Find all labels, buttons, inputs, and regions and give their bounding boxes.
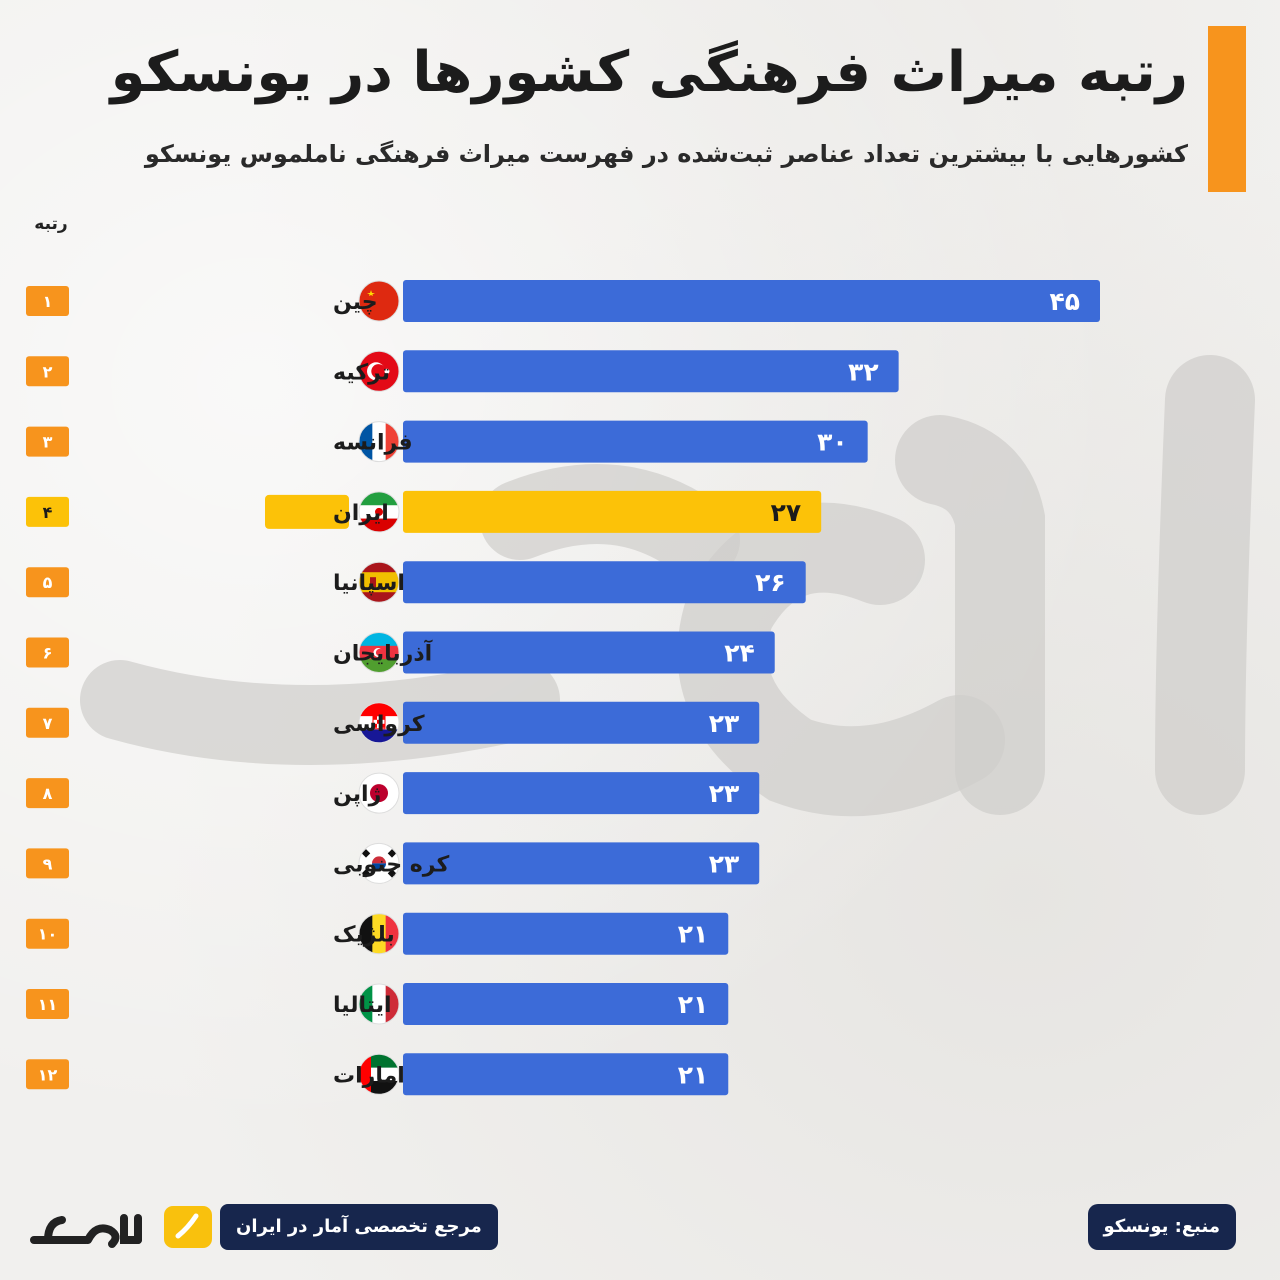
azerbaijan-flag-icon (358, 632, 400, 673)
chart-row: ۲۴ آذربایجان ۶ (26, 631, 775, 674)
bar-value-label: ۳۰ (817, 428, 848, 457)
brand-logo (30, 1214, 142, 1248)
chart-row: ۲۱ ایتالیا ۱۱ (26, 983, 729, 1025)
rank-badge (26, 918, 69, 949)
bar-value-label: ۴۵ (1049, 287, 1080, 316)
rank-badge (26, 707, 69, 738)
chart-row: ۴۵ چین ۱ (26, 280, 1100, 322)
rank-number: ۵ (43, 573, 53, 592)
rank-badge (26, 1059, 69, 1090)
rank-badge (26, 989, 69, 1019)
rank-column-header: رتبه (34, 214, 68, 234)
japan-flag-icon (358, 772, 400, 814)
bar-value-label: ۲۳ (709, 709, 740, 738)
bar-6 (403, 631, 775, 674)
country-label: آذربایجان (333, 639, 433, 667)
country-label: چین (333, 290, 378, 315)
source-label: منبع: یونسکو (1087, 1204, 1236, 1250)
country-label: ترکیه (333, 360, 390, 385)
uae-flag-icon (358, 1053, 400, 1095)
france-flag-icon (358, 421, 400, 463)
country-label: ایران (333, 501, 389, 526)
bar-11 (403, 983, 729, 1025)
rank-number: ۲ (43, 362, 53, 381)
bar-4 (403, 490, 822, 533)
chart-row: ۲۳ کره جنوبی ۹ (26, 842, 760, 885)
bar-value-label: ۲۳ (709, 779, 740, 808)
rank-badge (26, 848, 69, 879)
rank-number: ۴ (43, 503, 53, 522)
rank-badge (26, 286, 69, 316)
rank-number: ۹ (43, 854, 53, 873)
south-korea-flag-icon (358, 842, 400, 884)
highlight-label-bg (265, 494, 349, 529)
rank-badge (26, 356, 69, 387)
bar-1 (403, 280, 1100, 322)
iran-flag-icon (358, 491, 400, 533)
rank-number: ۱۲ (38, 1065, 58, 1084)
country-label: کرواسی (333, 712, 425, 737)
brand-tagline: مرجع تخصصی آمار در ایران (220, 1204, 498, 1250)
rank-number: ۶ (43, 644, 53, 663)
rank-number: ۸ (43, 784, 53, 803)
country-label: اسپانیا (333, 571, 405, 596)
chart-row: ۲۳ کرواسی ۷ (26, 701, 760, 744)
china-flag-icon (358, 280, 400, 322)
bar-9 (403, 842, 760, 885)
bar-value-label: ۳۲ (848, 357, 879, 386)
country-label: فرانسه (333, 431, 413, 456)
country-label: ایتالیا (333, 993, 392, 1018)
rank-number: ۱۰ (38, 925, 58, 944)
rank-number: ۱۱ (38, 995, 58, 1014)
rank-badge (26, 426, 69, 457)
croatia-flag-icon (358, 702, 400, 744)
chart-row: ۳۲ ترکیه ۲ (26, 350, 899, 393)
bar-value-label: ۲۱ (678, 920, 709, 949)
chart-row: ۲۳ ژاپن ۸ (26, 772, 760, 815)
country-label: ژاپن (333, 782, 381, 807)
chart-row: ۲۱ امارات ۱۲ (26, 1053, 729, 1096)
country-label: کره جنوبی (333, 852, 449, 877)
page-subtitle: کشورهایی با بیشترین تعداد عناصر ثبت‌شده … (144, 140, 1188, 168)
country-label: بلژیک (333, 923, 395, 948)
bar-12 (403, 1053, 729, 1096)
bar-value-label: ۲۶ (755, 568, 786, 597)
rank-number: ۱ (43, 292, 53, 311)
bar-5 (403, 561, 806, 604)
brand-mark-icon (164, 1206, 212, 1248)
bar-value-label: ۲۱ (678, 990, 709, 1019)
rank-badge (26, 778, 69, 809)
italy-flag-icon (358, 983, 400, 1025)
rank-badge (26, 637, 69, 668)
chart-row: ۲۷ ایران ۴ (26, 490, 822, 533)
bar-value-label: ۲۱ (678, 1060, 709, 1089)
bar-10 (403, 912, 729, 955)
bar-2 (403, 350, 899, 393)
bar-value-label: ۲۴ (724, 639, 755, 668)
rank-badge (26, 496, 69, 527)
rank-number: ۷ (43, 714, 53, 733)
accent-bar (1208, 26, 1246, 192)
chart-row: ۲۶ اسپانیا ۵ (26, 561, 806, 604)
bar-value-label: ۲۷ (771, 498, 802, 527)
turkey-flag-icon (358, 350, 400, 392)
bar-3 (403, 420, 868, 463)
rank-number: ۳ (43, 433, 53, 452)
rank-badge (26, 567, 69, 598)
chart-row: ۲۱ بلژیک ۱۰ (26, 912, 729, 955)
bar-8 (403, 772, 760, 815)
spain-flag-icon (358, 561, 400, 603)
bar-7 (403, 701, 760, 744)
country-label: امارات (333, 1063, 405, 1088)
belgium-flag-icon (358, 913, 400, 955)
page-title: رتبه میراث فرهنگی کشورها در یونسکو (110, 40, 1188, 105)
bar-value-label: ۲۳ (709, 849, 740, 878)
chart-row: ۳۰ فرانسه ۳ (26, 420, 868, 463)
